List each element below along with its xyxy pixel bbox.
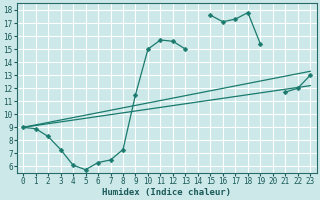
X-axis label: Humidex (Indice chaleur): Humidex (Indice chaleur) [102, 188, 231, 197]
